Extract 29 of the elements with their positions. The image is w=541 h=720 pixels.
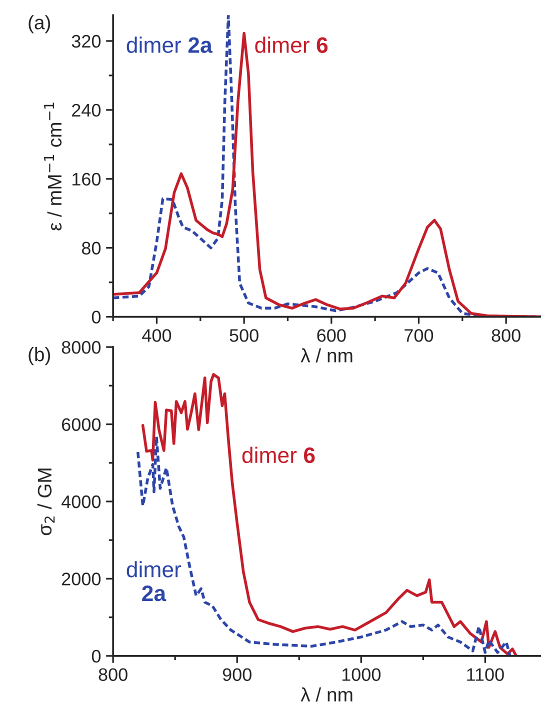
x-tick-label: 800 xyxy=(492,329,520,342)
y-tick-label: 0 xyxy=(92,310,101,324)
x-tick-label: 400 xyxy=(142,329,172,342)
series-label: dimer 6 xyxy=(242,446,315,464)
series-label: dimer 2a xyxy=(126,36,212,53)
y-tick-label: 80 xyxy=(82,242,101,255)
y-tick-label: 0 xyxy=(92,650,101,663)
x-axis-title: λ / nm xyxy=(300,687,352,702)
x-tick-label: 900 xyxy=(222,668,252,681)
y-axis-title: σ$_{2}$ / GM xyxy=(37,468,55,536)
text: (a) xyxy=(28,15,50,34)
y-tick-label: 6000 xyxy=(62,418,101,431)
x-tick-label: 1000 xyxy=(342,668,381,681)
series-label: dimer 6 xyxy=(255,36,328,53)
x-tick-label: 800 xyxy=(98,668,128,681)
y-tick-label: 2000 xyxy=(62,572,101,586)
y-tick-label: 240 xyxy=(72,104,101,117)
series-label: dimer 2a xyxy=(126,561,182,602)
y-tick-label: 8000 xyxy=(62,340,101,354)
y-axis-title: ε / mM$^{−1}$ cm$^{−1}$ xyxy=(44,102,62,230)
x-tick-label: 1100 xyxy=(467,668,504,681)
y-tick-label: 160 xyxy=(72,172,101,186)
x-tick-label: 600 xyxy=(317,329,346,342)
y-tick-label: 4000 xyxy=(62,495,101,508)
text: (b) xyxy=(28,347,50,366)
x-tick-label: 500 xyxy=(230,329,258,342)
y-tick-label: 320 xyxy=(72,34,101,48)
x-axis-title: λ / nm xyxy=(300,348,352,362)
x-tick-label: 700 xyxy=(404,329,434,342)
